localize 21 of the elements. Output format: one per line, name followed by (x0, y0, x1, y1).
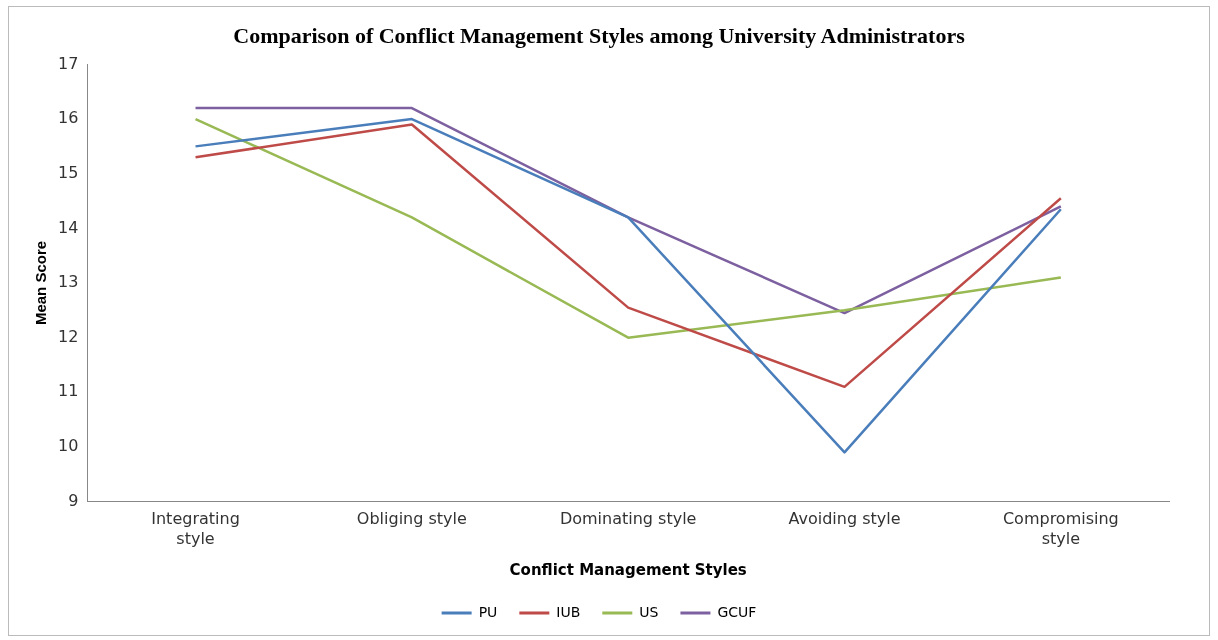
legend-label: GCUF (717, 603, 757, 620)
y-tick-label: 15 (58, 162, 79, 182)
x-tick-label: Integrating style (151, 509, 240, 548)
y-tick-label: 12 (58, 326, 79, 346)
y-tick-label: 11 (58, 381, 79, 401)
y-tick-label: 17 (58, 53, 79, 73)
y-axis-title: Mean Score (32, 240, 50, 326)
y-tick-label: 14 (58, 217, 79, 237)
y-tick-label: 16 (58, 108, 79, 128)
legend-label: US (639, 603, 659, 620)
x-tick-label: Dominating style (559, 509, 697, 529)
legend-label: IUB (556, 603, 581, 620)
chart-title: Comparison of Conflict Management Styles among University Administrators (233, 22, 966, 48)
legend-label: PU (478, 603, 498, 620)
y-tick-label: 13 (58, 272, 79, 292)
x-tick-label: Compromising style (1002, 509, 1119, 548)
x-tick-label: Obliging style (356, 509, 467, 529)
x-tick-label: Avoiding style (788, 509, 901, 529)
x-axis-title: Conflict Management Styles (509, 560, 747, 579)
y-tick-label: 9 (68, 490, 79, 510)
y-tick-label: 10 (58, 436, 79, 456)
